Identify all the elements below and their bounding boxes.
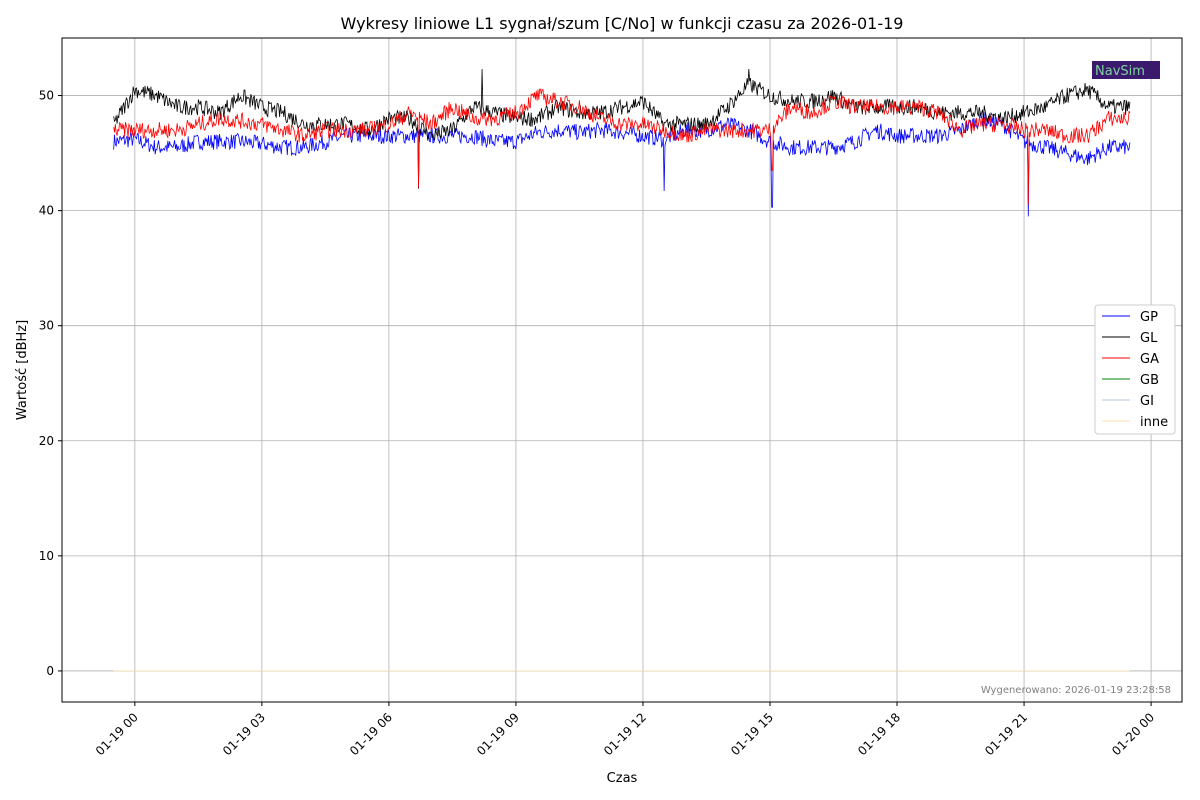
y-tick-label: 40 bbox=[39, 204, 54, 218]
legend-label-GP: GP bbox=[1140, 310, 1158, 325]
x-tick-label: 01-19 00 bbox=[93, 710, 141, 758]
y-tick-label: 10 bbox=[39, 549, 54, 563]
y-tick-label: 0 bbox=[46, 664, 54, 678]
legend: GP GL GA GB GI inne bbox=[1094, 304, 1176, 435]
legend-label-GI: GI bbox=[1140, 394, 1154, 409]
x-tick-label: 01-19 18 bbox=[855, 710, 903, 758]
x-tick-label: 01-19 06 bbox=[347, 710, 395, 758]
legend-label-GA: GA bbox=[1140, 352, 1159, 367]
y-tick-label: 20 bbox=[39, 434, 54, 448]
x-tick-label: 01-19 03 bbox=[220, 710, 268, 758]
y-axis-label: Wartość [dBHz] bbox=[15, 320, 30, 420]
legend-label-GL: GL bbox=[1140, 331, 1158, 346]
series-line-GL bbox=[113, 69, 1131, 189]
logo-background bbox=[1092, 61, 1160, 79]
series-line-GP bbox=[113, 111, 1131, 217]
logo-text: NavSim bbox=[1095, 64, 1145, 79]
plot-frame bbox=[61, 37, 1183, 703]
y-tick-label: 30 bbox=[39, 319, 54, 333]
x-tick-label: 01-20 00 bbox=[1109, 710, 1157, 758]
legend-label-inne: inne bbox=[1140, 415, 1168, 430]
chart-title: Wykresy liniowe L1 sygnał/szum [C/No] w … bbox=[341, 14, 904, 33]
series-line-GA bbox=[113, 88, 1131, 205]
x-tick-label: 01-19 09 bbox=[474, 710, 522, 758]
x-tick-label: 01-19 15 bbox=[728, 710, 776, 758]
x-tick-label: 01-19 12 bbox=[601, 710, 649, 758]
x-axis-label: Czas bbox=[607, 771, 638, 786]
x-tick-label: 01-19 21 bbox=[982, 710, 1030, 758]
legend-label-GB: GB bbox=[1140, 373, 1159, 388]
generated-annotation: Wygenerowano: 2026-01-19 23:28:58 bbox=[981, 685, 1171, 696]
y-tick-label: 50 bbox=[39, 89, 54, 103]
